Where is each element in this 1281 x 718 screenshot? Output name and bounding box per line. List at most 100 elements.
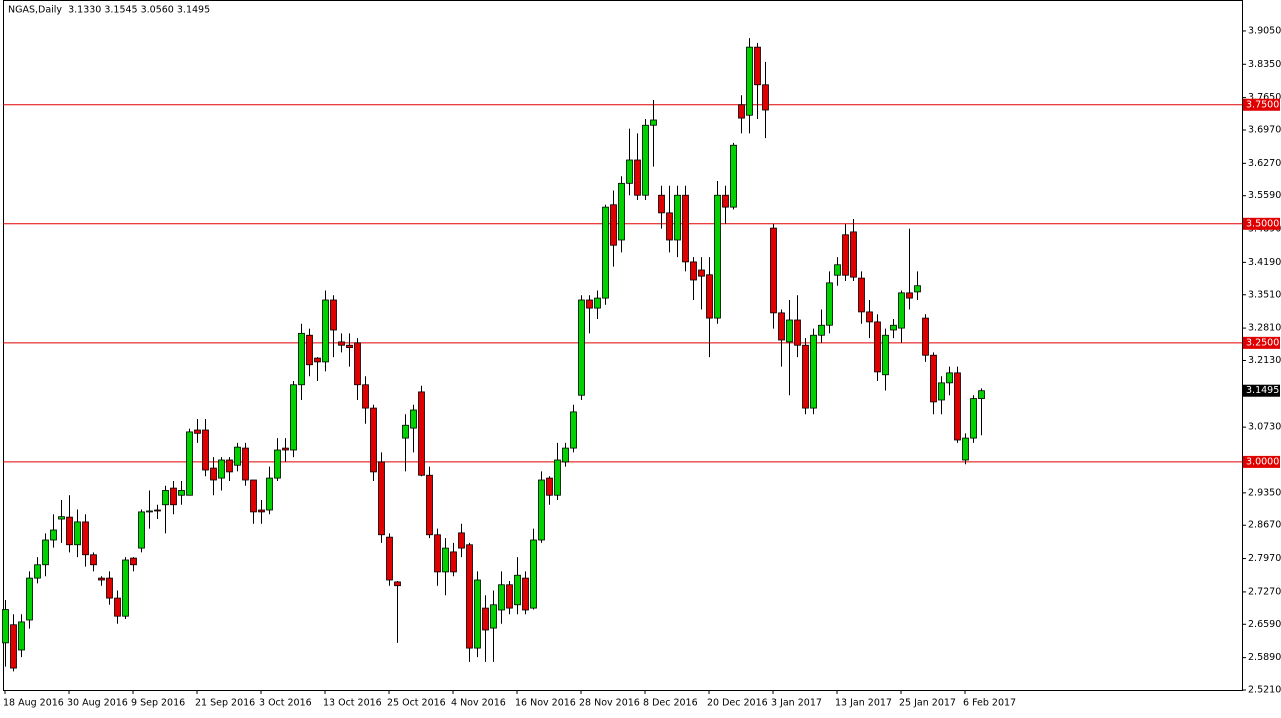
candle-body bbox=[282, 447, 289, 451]
candle-body bbox=[130, 557, 137, 566]
candle-body bbox=[146, 510, 153, 513]
level-label: 3.2500 bbox=[1246, 337, 1279, 348]
candle-body bbox=[274, 449, 281, 479]
plot-frame bbox=[3, 0, 1243, 691]
candle-body bbox=[458, 532, 465, 549]
x-tick-label: 25 Jan 2017 bbox=[899, 698, 956, 709]
candle-body bbox=[938, 382, 945, 401]
candle-body bbox=[562, 447, 569, 463]
candle-body bbox=[738, 104, 745, 119]
candle-body bbox=[498, 584, 505, 611]
y-tick-label: 3.2810 bbox=[1248, 323, 1281, 334]
x-tick-label: 16 Nov 2016 bbox=[515, 698, 576, 709]
candle-body bbox=[530, 539, 537, 609]
candle-body bbox=[826, 282, 833, 326]
candle-body bbox=[18, 621, 25, 651]
y-tick-label: 3.5590 bbox=[1248, 190, 1281, 201]
level-label-box bbox=[1243, 455, 1280, 468]
candle-body bbox=[122, 559, 129, 617]
candle-body bbox=[170, 487, 177, 506]
candle-body bbox=[842, 234, 849, 276]
candle-body bbox=[218, 459, 225, 479]
candle-body bbox=[858, 277, 865, 313]
candle-body bbox=[554, 459, 561, 496]
candle-body bbox=[874, 321, 881, 373]
y-tick-label: 3.0730 bbox=[1248, 422, 1281, 433]
candle-body bbox=[690, 261, 697, 281]
candle-body bbox=[266, 477, 273, 511]
candle-body bbox=[402, 424, 409, 439]
candle-body bbox=[210, 467, 217, 481]
candle-body bbox=[834, 264, 841, 276]
candle-body bbox=[714, 194, 721, 319]
candle-body bbox=[882, 334, 889, 376]
candle-body bbox=[778, 312, 785, 341]
candle-body bbox=[890, 324, 897, 331]
candle-body bbox=[450, 551, 457, 573]
candle-body bbox=[114, 597, 121, 617]
candle-body bbox=[610, 204, 617, 246]
level-label-box bbox=[1243, 217, 1280, 230]
candle-body bbox=[586, 299, 593, 309]
x-tick-label: 20 Dec 2016 bbox=[707, 698, 768, 709]
y-tick-label: 2.5890 bbox=[1248, 652, 1281, 663]
candle-body bbox=[658, 194, 665, 214]
y-tick-label: 3.7650 bbox=[1248, 92, 1281, 103]
candle-body bbox=[602, 206, 609, 299]
candle-body bbox=[138, 511, 145, 549]
candle-body bbox=[154, 509, 161, 512]
candle-body bbox=[522, 577, 529, 611]
x-tick-label: 8 Dec 2016 bbox=[643, 698, 698, 709]
candle-body bbox=[386, 536, 393, 581]
candle-body bbox=[930, 354, 937, 403]
candle-body bbox=[362, 384, 369, 409]
level-label: 3.0000 bbox=[1246, 456, 1279, 467]
candle-body bbox=[306, 334, 313, 366]
candle-body bbox=[378, 461, 385, 536]
candle-body bbox=[650, 119, 657, 126]
candle-body bbox=[354, 342, 361, 386]
candle-body bbox=[330, 299, 337, 331]
candle-body bbox=[258, 509, 265, 513]
candle-body bbox=[242, 447, 249, 481]
candle-body bbox=[850, 231, 857, 278]
candle-body bbox=[490, 604, 497, 629]
candle-body bbox=[682, 194, 689, 263]
y-tick-label: 2.9350 bbox=[1248, 487, 1281, 498]
candle-body bbox=[538, 479, 545, 541]
candle-body bbox=[202, 429, 209, 471]
y-tick-label: 3.9050 bbox=[1248, 25, 1281, 36]
candle-body bbox=[106, 577, 113, 599]
candle-body bbox=[546, 477, 553, 496]
candle-body bbox=[234, 446, 241, 466]
candle-body bbox=[290, 384, 297, 451]
candle-body bbox=[898, 292, 905, 329]
last-price-label: 3.1495 bbox=[1246, 385, 1279, 396]
candle-body bbox=[698, 269, 705, 277]
candle-body bbox=[226, 459, 233, 473]
candle-body bbox=[194, 429, 201, 434]
x-tick-label: 13 Jan 2017 bbox=[835, 698, 892, 709]
candle-body bbox=[674, 194, 681, 241]
candle-body bbox=[338, 341, 345, 346]
candle-body bbox=[810, 334, 817, 409]
candle-body bbox=[962, 437, 969, 461]
candle-body bbox=[418, 391, 425, 476]
candle-body bbox=[34, 564, 41, 579]
x-tick-label: 3 Oct 2016 bbox=[259, 698, 312, 709]
candle-body bbox=[394, 581, 401, 587]
candle-body bbox=[802, 344, 809, 409]
candle-body bbox=[946, 372, 953, 384]
candle-body bbox=[914, 285, 921, 293]
y-tick-label: 3.3510 bbox=[1248, 289, 1281, 300]
candle-body bbox=[746, 46, 753, 116]
candle-body bbox=[570, 411, 577, 449]
y-tick-label: 3.4190 bbox=[1248, 257, 1281, 268]
candle-body bbox=[298, 332, 305, 386]
candle-body bbox=[346, 344, 353, 349]
candle-body bbox=[866, 311, 873, 323]
x-tick-label: 21 Sep 2016 bbox=[195, 698, 255, 709]
candle-body bbox=[186, 431, 193, 496]
y-tick-label: 3.6270 bbox=[1248, 158, 1281, 169]
candle-body bbox=[178, 490, 185, 496]
